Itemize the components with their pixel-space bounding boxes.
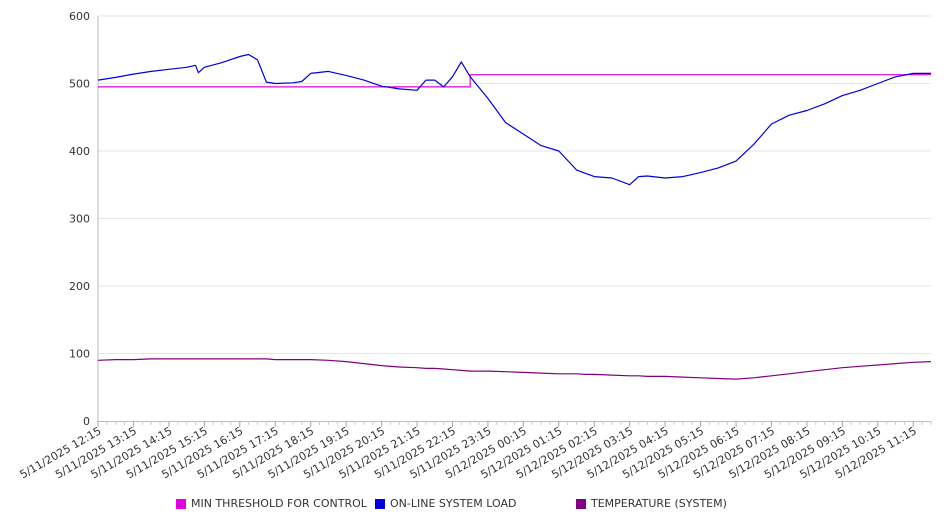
y-axis: 0 100 200 300 400 500 600	[69, 10, 99, 428]
legend-item[interactable]: TEMPERATURE (SYSTEM)	[576, 497, 727, 510]
legend-label: ON-LINE SYSTEM LOAD	[390, 497, 517, 510]
y-tick-label: 500	[69, 78, 90, 91]
y-tick-label: 400	[69, 145, 90, 158]
legend-swatch	[375, 498, 385, 509]
temperature-system-line	[97, 358, 932, 380]
y-tick-label: 0	[83, 415, 90, 428]
legend-label: MIN THRESHOLD FOR CONTROL	[191, 497, 367, 510]
y-tick-label: 600	[69, 10, 90, 23]
gridlines	[98, 15, 931, 354]
legend-label: TEMPERATURE (SYSTEM)	[591, 497, 727, 510]
series-lines	[97, 53, 932, 380]
legend-swatch	[176, 498, 186, 509]
legend: MIN THRESHOLD FOR CONTROL ON-LINE SYSTEM …	[0, 497, 946, 515]
y-tick-label: 300	[69, 213, 90, 226]
min-threshold-for-control-line	[98, 74, 931, 88]
legend-item[interactable]: ON-LINE SYSTEM LOAD	[375, 497, 516, 510]
y-tick-label: 100	[69, 348, 90, 361]
y-tick-label: 200	[69, 280, 90, 293]
on-line-system-load-line	[97, 53, 931, 186]
x-axis: 5/11/2025 12:155/11/2025 13:155/11/2025 …	[18, 421, 932, 481]
legend-swatch	[576, 498, 586, 509]
legend-item[interactable]: MIN THRESHOLD FOR CONTROL	[176, 497, 367, 510]
